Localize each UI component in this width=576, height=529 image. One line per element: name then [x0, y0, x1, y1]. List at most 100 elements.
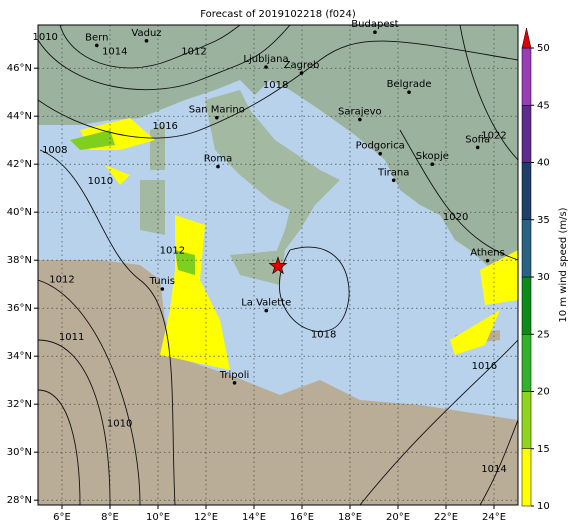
isobar	[38, 339, 111, 505]
isobar	[459, 25, 518, 161]
city-label: Athens	[470, 248, 505, 259]
x-tick-label: 14°E	[242, 512, 266, 523]
colorbar-segment	[521, 334, 532, 392]
isobar-label: 1008	[42, 145, 67, 156]
city-dot	[358, 117, 362, 122]
colorbar-extend	[521, 27, 532, 49]
isobar	[278, 246, 350, 332]
city-dot	[430, 162, 435, 166]
city-dot	[215, 115, 219, 120]
x-tick-label: 18°E	[338, 512, 362, 523]
isobar-label: 1012	[160, 246, 185, 257]
city-label: Roma	[204, 154, 233, 165]
colorbar-segment	[521, 276, 532, 335]
colorbar-tick-label: 40	[537, 158, 550, 169]
event-marker	[268, 256, 288, 275]
city-dot	[160, 287, 165, 291]
isobar-label: 1012	[181, 46, 206, 57]
x-tick-label: 10°E	[146, 512, 170, 523]
colorbar-segment	[521, 219, 532, 278]
colorbar-segment	[521, 391, 532, 449]
x-tick-label: 6°E	[53, 512, 71, 523]
y-tick-label: 30°N	[7, 447, 32, 458]
isobar	[359, 339, 518, 505]
city-dot	[475, 145, 480, 150]
isobar-label: 1018	[263, 80, 288, 91]
city-label: Tunis	[149, 276, 175, 287]
city-dot	[485, 258, 490, 263]
city-label: Tripoli	[219, 370, 250, 381]
wind-area	[80, 118, 518, 370]
city-label: Skopje	[416, 151, 449, 162]
y-tick-label: 44°N	[7, 111, 32, 122]
city-dot	[378, 151, 383, 156]
city-label: La Valette	[241, 298, 291, 309]
colorbar-segment	[521, 105, 532, 163]
city-label: Vaduz	[131, 28, 161, 39]
colorbar-tick-label: 45	[537, 100, 550, 111]
x-tick-label: 12°E	[194, 512, 218, 523]
city-dot	[264, 65, 268, 69]
land	[38, 25, 518, 268]
isobar-label: 1020	[443, 212, 468, 223]
isobar-label: 1016	[472, 361, 497, 372]
isobar-label: 1016	[152, 121, 177, 132]
city-label: Podgorica	[356, 141, 405, 152]
colorbar-tick-label: 30	[537, 272, 550, 283]
isobar	[38, 279, 141, 505]
land	[230, 250, 285, 285]
city-dot	[264, 308, 269, 313]
map-frame	[37, 24, 519, 506]
land	[205, 90, 340, 255]
isobar-label: 1022	[481, 130, 506, 141]
isobar-label: 1010	[88, 176, 113, 187]
y-tick-label: 32°N	[7, 399, 32, 410]
city-label: Bern	[85, 32, 108, 43]
x-tick-label: 24°E	[482, 512, 506, 523]
y-tick-label: 36°N	[7, 303, 32, 314]
colorbar-segment	[521, 162, 532, 220]
title: Forecast of 2019102218 (f024)	[200, 9, 356, 20]
city-dot	[373, 30, 377, 34]
isobar-label: 1010	[107, 418, 132, 429]
y-tick-label: 28°N	[7, 495, 32, 506]
map-overlay: 1010 1014 1012 1018 1016 1008 1010 1012 1012 1011…	[32, 19, 518, 505]
city-dot	[216, 164, 220, 169]
isobar-label: 1014	[481, 464, 506, 475]
isobar	[38, 25, 291, 91]
isobar	[38, 389, 81, 505]
city-dot	[299, 71, 304, 75]
land	[140, 180, 165, 235]
land	[150, 125, 165, 170]
city-label: San Marino	[189, 105, 245, 116]
colorbar-tick-label: 35	[537, 215, 550, 226]
isobar	[399, 129, 518, 261]
y-tick-label: 38°N	[7, 255, 32, 266]
x-tick-label: 16°E	[290, 512, 314, 523]
city-label: Ljubljana	[243, 54, 288, 65]
isobar	[38, 40, 518, 139]
isobar-label: 1011	[59, 332, 84, 343]
isobar-label: 1012	[49, 274, 74, 285]
y-tick-label: 42°N	[7, 159, 32, 170]
colorbar-tick-label: 25	[537, 329, 550, 340]
y-tick-label: 40°N	[7, 207, 32, 218]
city-label: Sarajevo	[338, 107, 382, 118]
colorbar-segment	[521, 448, 532, 507]
y-tick-label: 46°N	[7, 63, 32, 74]
x-tick-label: 8°E	[101, 512, 119, 523]
isobar	[479, 419, 518, 505]
colorbar-tick-label: 10	[537, 501, 550, 512]
city-label: Zagreb	[284, 60, 320, 71]
isobar-label: 1014	[102, 46, 127, 57]
isobar-label: 1010	[32, 32, 57, 43]
colorbar-tick-label: 15	[537, 444, 550, 455]
colorbar-label: 10 m wind speed (m/s)	[558, 207, 569, 322]
y-tick-label: 34°N	[7, 351, 32, 362]
city-label: Tirana	[377, 167, 409, 178]
isobar	[59, 25, 241, 69]
x-tick-label: 20°E	[386, 512, 410, 523]
colorbar-segment	[521, 47, 532, 106]
city-dot	[232, 381, 237, 385]
